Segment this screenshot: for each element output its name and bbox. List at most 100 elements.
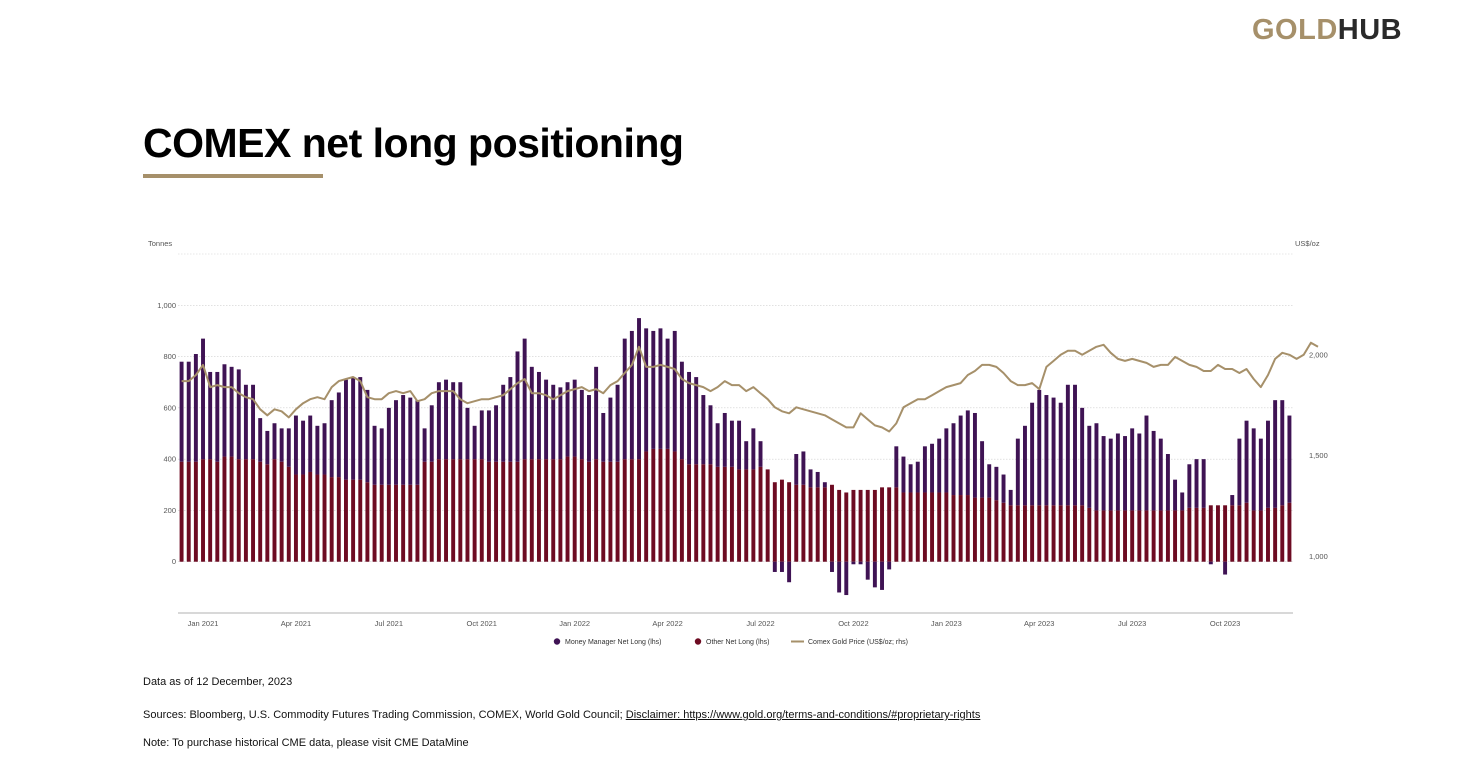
- money-manager-bars: [179, 318, 1292, 596]
- money-manager-bar: [315, 425, 320, 475]
- money-manager-bar: [501, 384, 506, 462]
- money-manager-bar: [779, 561, 784, 572]
- other-net-long-bar: [937, 492, 942, 562]
- money-manager-bar: [1287, 415, 1292, 503]
- other-net-long-bar: [1073, 505, 1077, 562]
- money-manager-bar: [744, 441, 749, 470]
- money-manager-bar: [1037, 389, 1042, 506]
- x-tick-label: Apr 2021: [281, 619, 311, 628]
- money-manager-bar: [629, 330, 634, 460]
- money-manager-bar: [944, 428, 949, 493]
- money-manager-bar: [379, 428, 384, 485]
- money-manager-bar: [1073, 384, 1077, 506]
- other-net-long-bar: [479, 459, 484, 562]
- money-manager-bar: [451, 382, 456, 460]
- other-net-long-bar: [1101, 510, 1106, 562]
- money-manager-bar: [815, 471, 820, 488]
- other-net-long-bar: [508, 461, 513, 562]
- other-net-long-bar: [922, 492, 927, 562]
- goldhub-logo[interactable]: GOLDHUB: [1252, 14, 1402, 47]
- other-net-long-bar: [722, 466, 727, 562]
- money-manager-bar: [701, 395, 706, 465]
- money-manager-bar: [572, 379, 577, 457]
- logo-gold-text: GOLD: [1252, 14, 1338, 46]
- money-manager-bar: [1058, 402, 1063, 506]
- money-manager-bar: [386, 407, 391, 485]
- money-manager-bar: [880, 561, 884, 590]
- other-net-long-bar: [772, 482, 777, 562]
- money-manager-bar: [436, 382, 441, 460]
- money-manager-bar: [622, 338, 627, 460]
- other-net-long-bar: [308, 471, 313, 562]
- other-net-long-bar: [365, 482, 370, 562]
- money-manager-bar: [737, 420, 742, 470]
- other-net-long-bar: [679, 459, 684, 562]
- money-manager-bar: [801, 451, 806, 485]
- other-net-long-bar: [222, 456, 227, 562]
- money-manager-bar: [229, 366, 234, 457]
- money-manager-bar: [1201, 459, 1206, 508]
- other-net-long-bar: [779, 479, 784, 562]
- money-manager-bar: [1273, 400, 1278, 508]
- money-manager-bar: [980, 441, 985, 498]
- other-net-long-bar: [1087, 507, 1092, 562]
- money-manager-bar: [529, 366, 534, 460]
- money-manager-bar: [558, 387, 563, 460]
- other-net-long-bar: [301, 474, 306, 562]
- money-manager-bar: [958, 415, 963, 496]
- right-tick-label: 1,000: [1309, 552, 1328, 561]
- other-net-long-bar: [1123, 510, 1128, 562]
- other-net-long-bar: [930, 492, 935, 562]
- money-manager-bar: [322, 423, 327, 475]
- money-manager-bar: [415, 400, 420, 485]
- other-net-long-bar: [858, 489, 863, 562]
- money-manager-bar: [930, 443, 935, 493]
- x-tick-label: Jul 2023: [1118, 619, 1146, 628]
- left-tick-label: 600: [163, 403, 176, 412]
- money-manager-bar: [401, 395, 406, 485]
- money-manager-bar: [1280, 400, 1285, 506]
- money-manager-bar: [1001, 474, 1006, 503]
- other-net-long-bar: [1187, 507, 1192, 562]
- other-net-long-bar: [1165, 510, 1170, 562]
- other-net-long-bar: [901, 492, 906, 562]
- money-manager-bar: [1108, 438, 1113, 511]
- money-manager-bar: [972, 412, 977, 498]
- other-net-long-bar: [579, 459, 584, 562]
- other-net-long-bar: [272, 459, 277, 562]
- other-net-long-bar: [808, 487, 813, 562]
- money-manager-bar: [844, 561, 849, 596]
- other-net-long-bar: [408, 484, 413, 562]
- other-net-long-bar: [1215, 505, 1220, 562]
- money-manager-bar: [429, 405, 434, 462]
- other-net-long-bar: [322, 474, 327, 562]
- money-manager-bar: [293, 415, 298, 475]
- other-net-long-bar: [515, 461, 520, 562]
- comex-chart: Tonnes US$/oz 0 200 400 600 800 1,000 1,000 1,5…: [148, 239, 1328, 646]
- other-net-long-bar: [744, 469, 749, 562]
- legend-label-price: Comex Gold Price (US$/oz; rhs): [808, 639, 908, 646]
- other-net-long-bar: [529, 459, 534, 562]
- money-manager-bar: [822, 482, 827, 488]
- money-manager-bar: [1173, 479, 1178, 511]
- disclaimer-link[interactable]: Disclaimer: https://www.gold.org/terms-a…: [625, 709, 981, 721]
- money-manager-bar: [222, 364, 227, 457]
- other-net-long-bar: [494, 461, 499, 562]
- money-manager-bar: [687, 371, 692, 465]
- other-net-long-bar: [637, 459, 641, 562]
- money-manager-bar: [536, 371, 541, 460]
- logo-hub-text: HUB: [1337, 14, 1403, 46]
- other-net-long-bar: [1144, 510, 1149, 562]
- x-tick-label: Jan 2023: [931, 619, 962, 628]
- legend: Money Manager Net Long (lhs) Other Net Lo…: [553, 638, 908, 646]
- other-net-long-bar: [980, 497, 985, 562]
- money-manager-bar: [279, 428, 284, 462]
- money-manager-bar: [1180, 492, 1185, 511]
- money-manager-bar: [1094, 423, 1099, 511]
- money-manager-bar: [715, 423, 720, 467]
- other-net-long-bar: [486, 461, 491, 562]
- money-manager-bar: [665, 338, 670, 449]
- other-net-long-bar: [1001, 502, 1006, 562]
- x-tick-label: Apr 2023: [1024, 619, 1054, 628]
- other-net-long-bar: [608, 461, 613, 562]
